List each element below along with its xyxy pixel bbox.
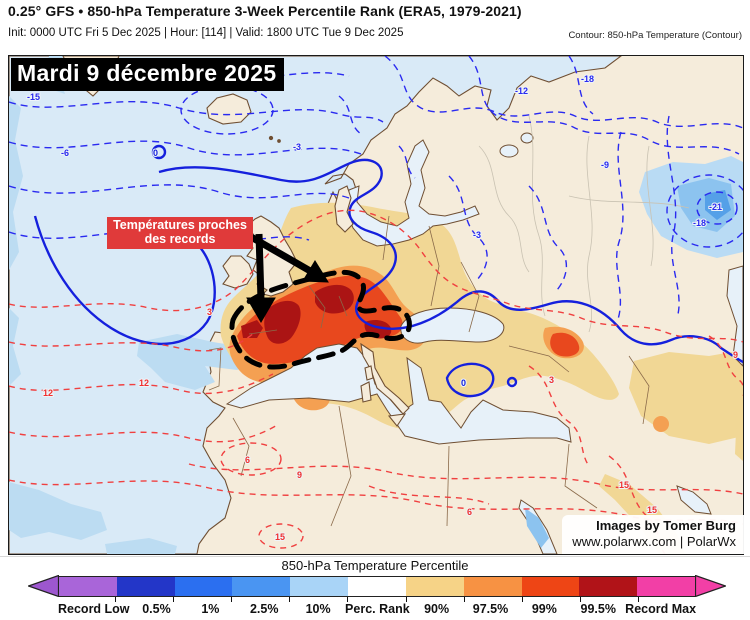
colorbar-segment <box>579 577 638 596</box>
faroe-islands <box>268 135 274 141</box>
contour-label: 15 <box>619 480 629 490</box>
contour-label: 6 <box>245 455 250 465</box>
annotation-box: Températures proches des records <box>107 217 253 249</box>
colorbar-segment <box>116 577 175 596</box>
legend-label: 0.5% <box>142 602 171 616</box>
contour-label: -18 <box>693 218 706 228</box>
legend-label: Record Max <box>625 602 697 616</box>
sardinia <box>360 381 372 403</box>
contour-label: 15 <box>275 532 285 542</box>
inland-seas <box>225 132 743 554</box>
contour-label: -15 <box>27 92 40 102</box>
annotation-line1: Températures proches <box>113 218 247 232</box>
contour-label: -12 <box>515 86 528 96</box>
credit-box: Images by Tomer Burg www.polarwx.com | P… <box>562 514 744 554</box>
colorbar-segment <box>521 577 580 596</box>
contour-label: -3 <box>293 142 301 152</box>
red-sea-cold-patch <box>525 508 549 548</box>
annotation-line2: des records <box>144 231 216 246</box>
contour-label: 0 <box>461 378 466 388</box>
contour-label: 6 <box>467 507 472 517</box>
map-canvas: -15 -9 -6 -3 -12 -18 -9 -3 -21 -18 12 12… <box>9 56 743 554</box>
colorbar-segment <box>59 577 117 596</box>
arrow-diagonal-shaft <box>244 230 314 276</box>
date-banner: Mardi 9 décembre 2025 <box>11 58 285 91</box>
contour-label: 9 <box>297 470 302 480</box>
legend-title: 850-hPa Temperature Percentile <box>281 558 469 573</box>
colorbar <box>58 576 696 597</box>
contour-label: 9 <box>733 350 738 360</box>
map-panel: -15 -9 -6 -3 -12 -18 -9 -3 -21 -18 12 12… <box>8 55 744 555</box>
legend-label: 99% <box>531 602 557 616</box>
corsica <box>364 365 374 381</box>
legend-label: 90% <box>424 602 450 616</box>
lake-ladoga <box>499 144 519 158</box>
colorbar-segment <box>290 577 349 596</box>
legend-labels: Record Low 0.5% 1% 2.5% 10% Perc. Rank 9… <box>58 602 696 616</box>
colorbar-ticks <box>58 597 696 602</box>
cold-shading <box>9 56 743 554</box>
persian-gulf <box>676 485 712 515</box>
colorbar-right-arrow <box>694 574 726 597</box>
sicily <box>387 413 407 427</box>
contour-label: -9 <box>601 160 609 170</box>
contour-label: -6 <box>61 148 69 158</box>
legend-label: 1% <box>201 602 220 616</box>
legend-label: Record Low <box>58 602 130 616</box>
legend-label: 2.5% <box>249 602 279 616</box>
legend-label: 99.5% <box>580 602 616 616</box>
colorbar-segment <box>232 577 291 596</box>
contour-label: 12 <box>139 378 149 388</box>
arrow-down-head <box>246 297 276 323</box>
legend-label: 97.5% <box>472 602 509 616</box>
header: 0.25° GFS • 850-hPa Temperature 3-Week P… <box>8 0 742 55</box>
contour-label: -21 <box>709 202 722 212</box>
init-valid-info: Init: 0000 UTC Fri 5 Dec 2025 | Hour: [1… <box>8 27 404 39</box>
legend-label: 10% <box>305 602 331 616</box>
colorbar-segment <box>405 577 464 596</box>
baltic-sea <box>346 139 480 247</box>
contour-label: 12 <box>43 388 53 398</box>
colorbar-left-arrow <box>28 574 59 597</box>
contour-note: Contour: 850-hPa Temperature (Contour) <box>568 30 742 41</box>
contour-label: 3 <box>549 375 554 385</box>
colorbar-segment <box>348 577 406 596</box>
black-sea <box>400 307 505 344</box>
colorbar-segment <box>637 577 695 596</box>
lake-onega <box>520 132 534 144</box>
legend-label: Perc. Rank <box>345 602 410 616</box>
colorbar-segment <box>463 577 522 596</box>
contour-label: 0 <box>153 148 158 158</box>
iceland <box>206 93 252 125</box>
country-borders <box>208 215 650 527</box>
contour-label: -3 <box>473 230 481 240</box>
arrow-diagonal-head <box>302 260 329 283</box>
annotation-arrows <box>244 230 329 323</box>
colorbar-legend: 850-hPa Temperature Percentile <box>0 556 750 620</box>
contour-label: 3 <box>207 307 212 317</box>
colorbar-segment <box>174 577 233 596</box>
atlantic-ocean <box>9 56 622 554</box>
credit-author: Images by Tomer Burg <box>596 517 736 533</box>
faroe-islands-2 <box>277 139 281 143</box>
credit-website: www.polarwx.com | PolarWx <box>572 533 736 549</box>
page-title: 0.25° GFS • 850-hPa Temperature 3-Week P… <box>8 3 522 19</box>
contour-label: 15 <box>647 505 657 515</box>
record-area-outline <box>229 269 412 370</box>
contour-label: -18 <box>581 74 594 84</box>
